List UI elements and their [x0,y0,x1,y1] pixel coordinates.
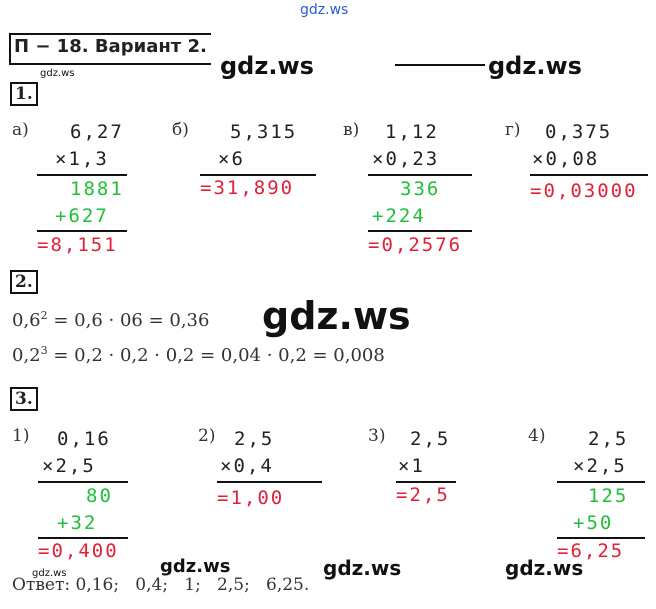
task-1b-label: б) [172,120,189,140]
task-1v-factor-2: ×0,23 [372,148,440,170]
task-1b-factor-1: 5,315 [230,121,298,143]
task-1a-partial-2: +627 [55,205,109,227]
task-3-2-result: =1,00 [217,487,285,509]
task-3-4-rule-1 [557,481,645,483]
task-1v-factor-1: 1,12 [385,121,439,143]
task-3-3-result: =2,5 [396,484,450,506]
task-3-number: 3. [10,387,38,411]
task-1v-rule-2 [368,230,472,232]
task-1v-result: =0,2576 [368,234,463,256]
watermark-top: gdz.ws [300,2,349,18]
task-3-1-rule-1 [38,481,128,483]
task-3-1-partial-2: +32 [57,512,98,534]
task-1b-rule [200,174,316,176]
task-3-2-label: 2) [198,426,216,446]
watermark-3: gdz.ws [40,68,75,79]
task-1a-factor-1: 6,27 [70,121,124,143]
task-2-line-2-rest: = 0,2 · 0,2 · 0,2 = 0,04 · 0,2 = 0,008 [47,345,385,366]
task-1a-factor-2: ×1,3 [55,148,109,170]
task-3-1-factor-1: 0,16 [57,428,111,450]
task-2-line-1-exponent: 2 [40,309,48,322]
task-1g-result: =0,03000 [530,180,638,202]
task-2-number: 2. [10,270,38,294]
task-3-4-result: =6,25 [557,540,625,562]
task-1v-rule-1 [368,174,472,176]
task-3-3-label: 3) [368,426,386,446]
task-1v-partial-2: +224 [372,205,426,227]
task-3-2-factor-1: 2,5 [234,428,275,450]
task-3-4-label: 4) [528,426,546,446]
task-1v-partial-1: 336 [400,178,441,200]
task-3-1-rule-2 [38,537,128,539]
page-title [9,33,211,65]
task-3-4-factor-2: ×2,5 [573,455,627,477]
task-1g-rule [530,174,648,176]
variant-title: П − 18. Вариант 2. [14,36,207,57]
task-1g-factor-1: 0,375 [545,121,613,143]
task-3-2-rule [217,481,322,483]
watermark-2: gdz.ws [488,52,582,80]
task-3-1-label: 1) [12,426,30,446]
task-1a-rule-2 [37,230,127,232]
task-3-2-factor-2: ×0,4 [220,455,274,477]
task-3-3-factor-2: ×1 [398,455,425,477]
header-rule [395,64,485,66]
task-2-line-1-rest: = 0,6 · 06 = 0,36 [47,310,210,331]
task-3-1-partial-1: 80 [86,485,113,507]
watermark-1: gdz.ws [220,52,314,80]
task-3-3-factor-1: 2,5 [410,428,451,450]
watermark-8: gdz.ws [32,568,67,579]
task-1g-factor-2: ×0,08 [532,148,600,170]
task-1-number: 1. [10,82,38,106]
watermark-7: gdz.ws [505,556,584,580]
task-3-4-partial-1: 125 [588,485,629,507]
watermark-4: gdz.ws [262,294,411,338]
task-1g-label: г) [505,120,521,140]
task-3-3-rule [396,481,456,483]
task-3-1-result: =0,400 [38,540,119,562]
task-2-line-1-base: 0,6 [12,310,41,331]
task-2-line-1: 0,62 = 0,6 · 06 = 0,36 [12,309,209,331]
task-1a-label: а) [12,120,29,140]
task-3-4-partial-2: +50 [573,512,614,534]
task-2-line-2-base: 0,2 [12,345,41,366]
task-2-line-2: 0,23 = 0,2 · 0,2 · 0,2 = 0,04 · 0,2 = 0,… [12,344,385,366]
task-3-4-rule-2 [557,537,645,539]
watermark-5: gdz.ws [160,556,231,577]
task-3-4-factor-1: 2,5 [588,428,629,450]
watermark-6: gdz.ws [323,556,402,580]
task-2-line-2-exponent: 3 [40,344,48,357]
task-1v-label: в) [343,120,360,140]
task-1a-rule-1 [37,174,127,176]
task-1a-partial-1: 1881 [70,178,124,200]
answer-line: Ответ: 0,16; 0,4; 1; 2,5; 6,25. [12,575,310,595]
task-1a-result: =8,151 [37,234,118,256]
task-1b-factor-2: ×6 [218,148,245,170]
task-1b-result: =31,890 [200,177,295,199]
task-3-1-factor-2: ×2,5 [42,455,96,477]
